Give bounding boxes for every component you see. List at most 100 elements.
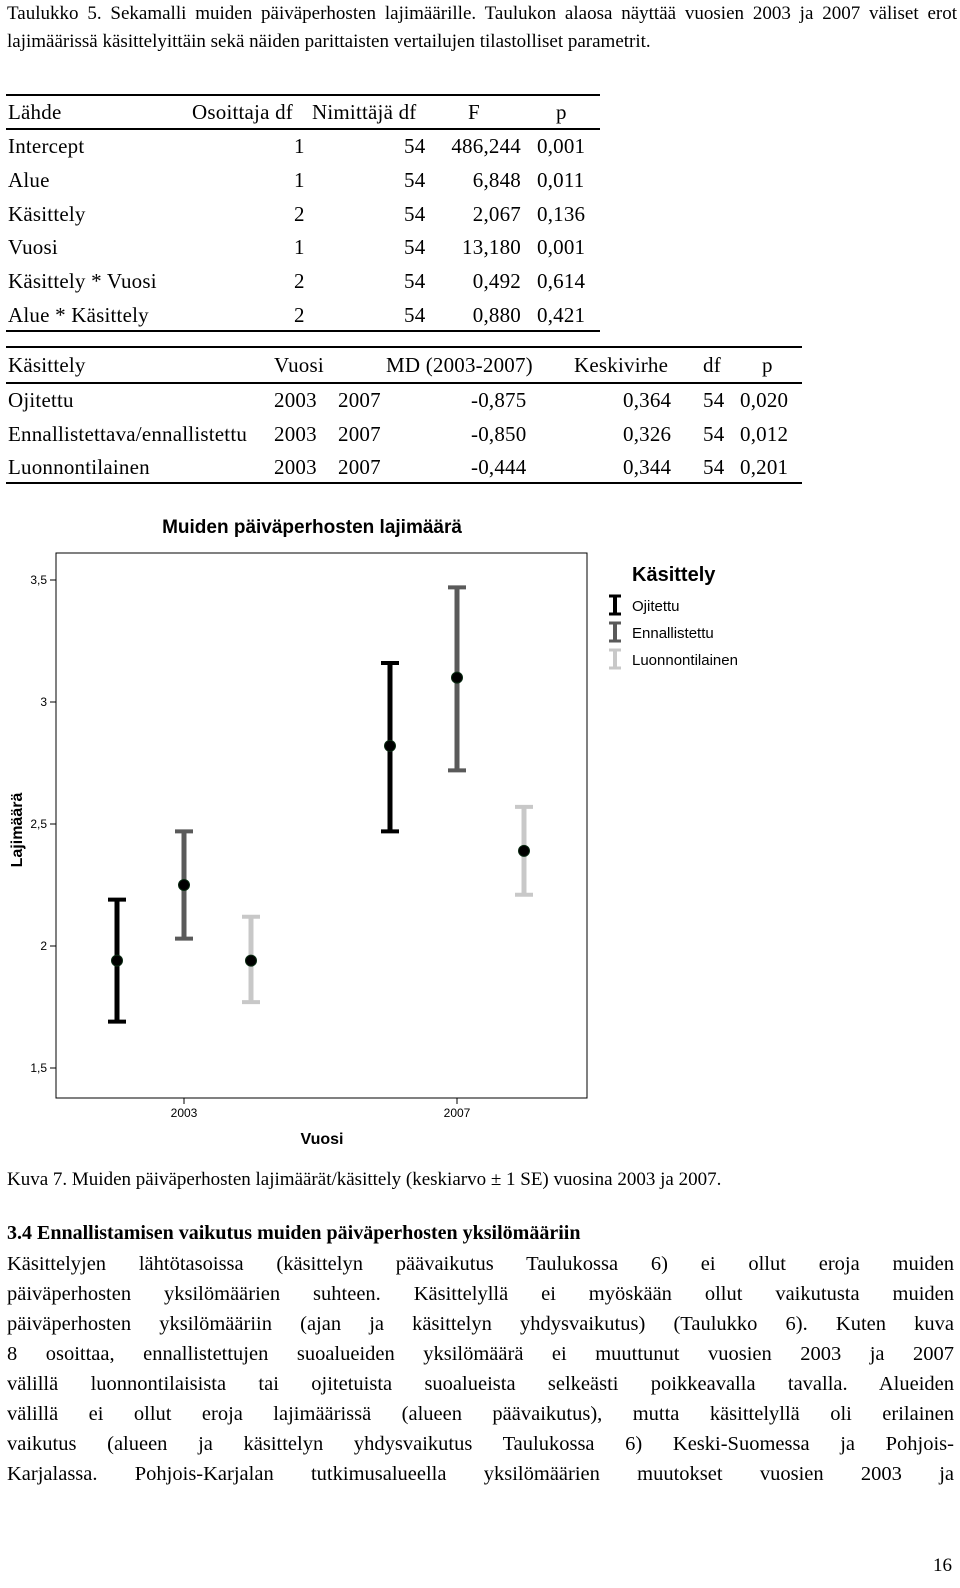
- table-cell: 0,020: [740, 388, 789, 412]
- table-cell: 54: [703, 421, 725, 446]
- x-tick-label: 2007: [444, 1106, 471, 1120]
- row-treatment: Ennallistettava/ennallistettu: [8, 421, 248, 446]
- table-cell: 2,067: [472, 201, 521, 226]
- table-cell: 2007: [338, 455, 381, 479]
- table-cell: 486,244: [451, 134, 521, 158]
- table-cell: 54: [404, 134, 426, 158]
- error-bar-ennallistettu: [175, 829, 193, 941]
- table-bottom-rule: [6, 482, 802, 484]
- table-cell: 0,011: [537, 167, 585, 192]
- row-source: Intercept: [8, 134, 85, 158]
- table-header-rule: [6, 382, 802, 384]
- table-cell: 0,492: [472, 269, 521, 294]
- table-cell: 54: [404, 269, 426, 294]
- legend-label: Luonnontilainen: [632, 652, 738, 669]
- section-heading: 3.4 Ennallistamisen vaikutus muiden päiv…: [7, 1222, 581, 1244]
- body-line: Karjalassa. Pohjois-Karjalan tutkimusalu…: [7, 1463, 954, 1485]
- figure-caption: Kuva 7. Muiden päiväperhosten lajimäärät…: [7, 1169, 722, 1190]
- y-tick-label: 3: [40, 695, 47, 709]
- table-cell: 0,201: [740, 455, 789, 479]
- table-cell: 0,880: [472, 303, 521, 327]
- table-top-rule: [6, 346, 802, 348]
- table-cell: 6,848: [472, 167, 521, 192]
- error-bar-chart: Muiden päiväperhosten lajimäärä 1,5 2 2,5 3…: [9, 517, 738, 1148]
- header-f: F: [468, 100, 480, 124]
- table-cell: 2003: [274, 388, 317, 412]
- y-axis-label: Lajimäärä: [9, 793, 26, 868]
- table-cell: 2007: [338, 421, 381, 446]
- mean-point: [178, 879, 190, 891]
- header-source: Lähde: [8, 100, 62, 124]
- error-bar-ojitettu: [381, 660, 399, 834]
- x-tick-label: 2003: [171, 1106, 198, 1120]
- y-tick-label: 1,5: [30, 1061, 47, 1075]
- table-cell: 54: [404, 167, 426, 192]
- error-bar-luonnontilainen: [515, 804, 533, 897]
- row-source: Alue * Käsittely: [8, 303, 149, 327]
- y-tick-label: 3,5: [30, 573, 47, 587]
- error-bar-luonnontilainen: [242, 914, 260, 1005]
- body-line: vaikutus (alueen ja käsittelyn yhdysvaik…: [7, 1433, 954, 1455]
- table-cell: 2: [294, 303, 305, 327]
- table-cell: -0,875: [471, 388, 527, 412]
- x-axis: 2003 2007: [171, 1098, 471, 1120]
- legend-item: Ojitettu: [609, 594, 680, 616]
- table-cell: 0,326: [623, 421, 672, 446]
- body-line: välillä luonnontilaisista tai ojitetuist…: [7, 1373, 954, 1395]
- row-source: Vuosi: [8, 235, 58, 260]
- mean-point: [384, 739, 396, 752]
- header-num-df: Osoittaja df: [192, 100, 293, 124]
- body-paragraph: Käsittelyjen lähtötasoissa (käsittelyn p…: [7, 1249, 954, 1489]
- table-cell: 0,421: [537, 303, 586, 327]
- table-cell: 2007: [338, 388, 381, 412]
- header-p: p: [762, 353, 773, 377]
- row-source: Käsittely: [8, 201, 86, 226]
- table-header-rule: [6, 128, 600, 130]
- header-df: df: [703, 353, 721, 377]
- table-cell: -0,444: [471, 455, 527, 479]
- table-cell: 0,001: [537, 235, 586, 260]
- table-cell: 2: [294, 269, 305, 294]
- table-caption: Taulukko 5. Sekamalli muiden päiväperhos…: [7, 3, 957, 52]
- header-p: p: [556, 100, 567, 124]
- table-cell: 1: [294, 167, 305, 192]
- body-line: päiväperhosten yksilömääriin (ajan ja kä…: [7, 1313, 954, 1335]
- table-cell: 2: [294, 201, 305, 226]
- chart-marks: [108, 585, 533, 1024]
- comparison-table: Käsittely Vuosi MD (2003-2007) Keskivirh…: [6, 346, 802, 486]
- table-cell: 2003: [274, 421, 317, 446]
- body-line: välillä ei ollut eroja lajimäärissä (alu…: [7, 1403, 954, 1425]
- table-cell: 54: [703, 455, 725, 479]
- table-cell: 2003: [274, 455, 317, 479]
- table-cell: 1: [294, 134, 305, 158]
- table-cell: 0,344: [623, 455, 672, 479]
- anova-table: Lähde Osoittaja df Nimittäjä df F p Inte…: [6, 94, 600, 334]
- table-cell: 54: [404, 303, 426, 327]
- body-line: 8 osoittaa, ennallistettujen suoalueiden…: [7, 1343, 954, 1365]
- header-md: MD (2003-2007): [386, 353, 533, 377]
- body-line: päiväperhosten yksilömäärien suhteen. Kä…: [7, 1283, 954, 1305]
- y-tick-label: 2: [40, 939, 47, 953]
- y-axis: 1,5 2 2,5 3 3,5: [30, 573, 56, 1075]
- legend-item: Luonnontilainen: [609, 648, 738, 670]
- legend-label: Ojitettu: [632, 598, 680, 615]
- row-source: Alue: [8, 167, 50, 192]
- row-treatment: Ojitettu: [8, 388, 74, 412]
- table-top-rule: [6, 94, 600, 96]
- plot-area: [55, 552, 588, 1099]
- row-treatment: Luonnontilainen: [8, 455, 150, 479]
- header-se: Keskivirhe: [574, 353, 669, 377]
- table-cell: 0,001: [537, 134, 586, 158]
- row-source: Käsittely * Vuosi: [8, 269, 157, 294]
- x-axis-label: Vuosi: [301, 1131, 344, 1148]
- header-treatment: Käsittely: [8, 353, 86, 377]
- table-cell: 0,012: [740, 421, 789, 446]
- table-cell: 0,136: [537, 201, 586, 226]
- mean-point: [245, 954, 257, 967]
- mean-point: [451, 671, 463, 684]
- header-den-df: Nimittäjä df: [312, 100, 417, 124]
- legend-item: Ennallistettu: [609, 621, 714, 643]
- table-cell: -0,850: [471, 421, 527, 446]
- mean-point: [111, 954, 123, 967]
- header-year: Vuosi: [274, 353, 324, 377]
